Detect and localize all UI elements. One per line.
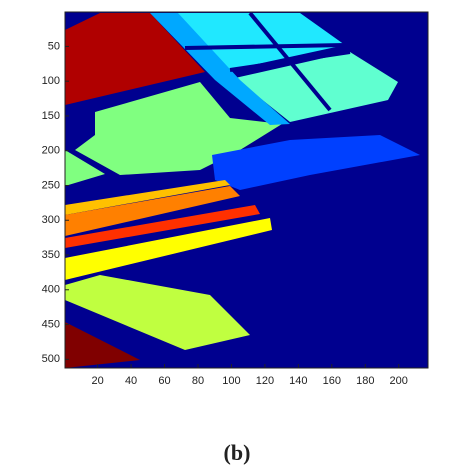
- y-tick-label: 100: [42, 75, 60, 87]
- x-tick-label: 20: [91, 375, 103, 387]
- x-tick-label: 140: [289, 375, 307, 387]
- x-tick-label: 80: [192, 375, 204, 387]
- y-tick-label: 500: [42, 353, 60, 365]
- x-tick-label: 100: [222, 375, 240, 387]
- x-tick-label: 160: [323, 375, 341, 387]
- caption: (b): [224, 440, 251, 465]
- x-tick-label: 60: [158, 375, 170, 387]
- y-tick-label: 450: [42, 318, 60, 330]
- x-tick-label: 40: [125, 375, 137, 387]
- y-tick-label: 250: [42, 179, 60, 191]
- x-tick-label: 120: [256, 375, 274, 387]
- y-tick-label: 400: [42, 284, 60, 296]
- y-tick-label: 300: [42, 214, 60, 226]
- x-tick-label: 200: [390, 375, 408, 387]
- x-tick-label: 180: [356, 375, 374, 387]
- y-tick-label: 350: [42, 249, 60, 261]
- y-tick-label: 50: [48, 40, 60, 52]
- y-tick-label: 150: [42, 110, 60, 122]
- image-map: [64, 11, 429, 369]
- y-tick-label: 200: [42, 145, 60, 157]
